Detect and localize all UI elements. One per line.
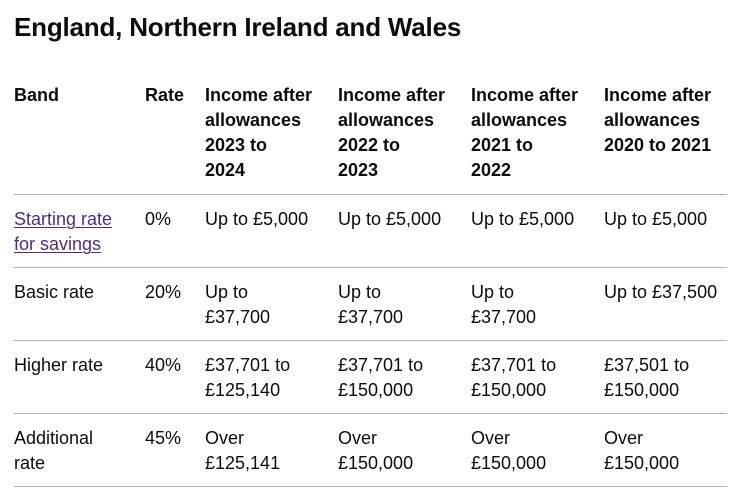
column-header-2020-to-2021: Income after allowances 2020 to 2021 — [604, 70, 727, 195]
tax-bands-table: Band Rate Income after allowances 2023 t… — [14, 70, 727, 487]
table-row-additional-rate: Additional rate 45% Over £125,141 Over £150… — [14, 413, 727, 487]
income-2021-cell: Up to £5,000 — [471, 194, 604, 268]
header-line: allowances — [471, 110, 568, 130]
income-2023-cell: Up to £37,700 — [205, 267, 338, 341]
header-line: Income after — [205, 85, 313, 105]
header-line: 2023 — [338, 160, 379, 180]
header-line: allowances — [338, 110, 435, 130]
header-line: allowances — [604, 110, 701, 130]
income-2023-cell: £37,701 to £125,140 — [205, 340, 338, 414]
header-line: 2024 — [205, 160, 246, 180]
table-row-starting-rate-for-savings: Starting rate for savings 0% Up to £5,000… — [14, 194, 727, 268]
starting-rate-for-savings-link[interactable]: Starting rate for savings — [14, 209, 113, 254]
income-2021-cell: Over £150,000 — [471, 413, 604, 487]
income-2022-cell: Up to £5,000 — [338, 194, 471, 268]
band-cell: Additional rate — [14, 413, 145, 487]
rate-cell: 0% — [145, 194, 205, 268]
column-header-2023-to-2024: Income after allowances 2023 to 2024 — [205, 70, 338, 195]
header-line: Income after — [338, 85, 446, 105]
column-header-2021-to-2022: Income after allowances 2021 to 2022 — [471, 70, 604, 195]
rate-cell: 40% — [145, 340, 205, 414]
income-2020-cell: Up to £5,000 — [604, 194, 727, 268]
table-row-basic-rate: Basic rate 20% Up to £37,700 Up to £37,700… — [14, 267, 727, 341]
header-line: Income after — [604, 85, 712, 105]
band-cell: Starting rate for savings — [14, 194, 145, 268]
header-line: 2020 to 2021 — [604, 135, 712, 155]
column-header-band: Band — [14, 70, 145, 195]
header-line: allowances — [205, 110, 302, 130]
band-cell: Higher rate — [14, 340, 145, 414]
income-2023-cell: Over £125,141 — [205, 413, 338, 487]
page-title: England, Northern Ireland and Wales — [14, 12, 462, 42]
column-header-2022-to-2023: Income after allowances 2022 to 2023 — [338, 70, 471, 195]
header-line: Income after — [471, 85, 579, 105]
table-row-higher-rate: Higher rate 40% £37,701 to £125,140 £37,7… — [14, 340, 727, 414]
header-line: 2022 — [471, 160, 512, 180]
income-2022-cell: Over £150,000 — [338, 413, 471, 487]
income-2020-cell: Over £150,000 — [604, 413, 727, 487]
rate-cell: 45% — [145, 413, 205, 487]
band-cell: Basic rate — [14, 267, 145, 341]
income-2020-cell: £37,501 to £150,000 — [604, 340, 727, 414]
income-2023-cell: Up to £5,000 — [205, 194, 338, 268]
income-2022-cell: Up to £37,700 — [338, 267, 471, 341]
income-2020-cell: Up to £37,500 — [604, 267, 727, 341]
header-line: 2022 to — [338, 135, 401, 155]
header-line: 2021 to — [471, 135, 534, 155]
header-line: 2023 to — [205, 135, 268, 155]
column-header-rate: Rate — [145, 70, 205, 195]
rate-cell: 20% — [145, 267, 205, 341]
table-header-row: Band Rate Income after allowances 2023 t… — [14, 70, 727, 195]
income-2021-cell: £37,701 to £150,000 — [471, 340, 604, 414]
income-2021-cell: Up to £37,700 — [471, 267, 604, 341]
income-2022-cell: £37,701 to £150,000 — [338, 340, 471, 414]
